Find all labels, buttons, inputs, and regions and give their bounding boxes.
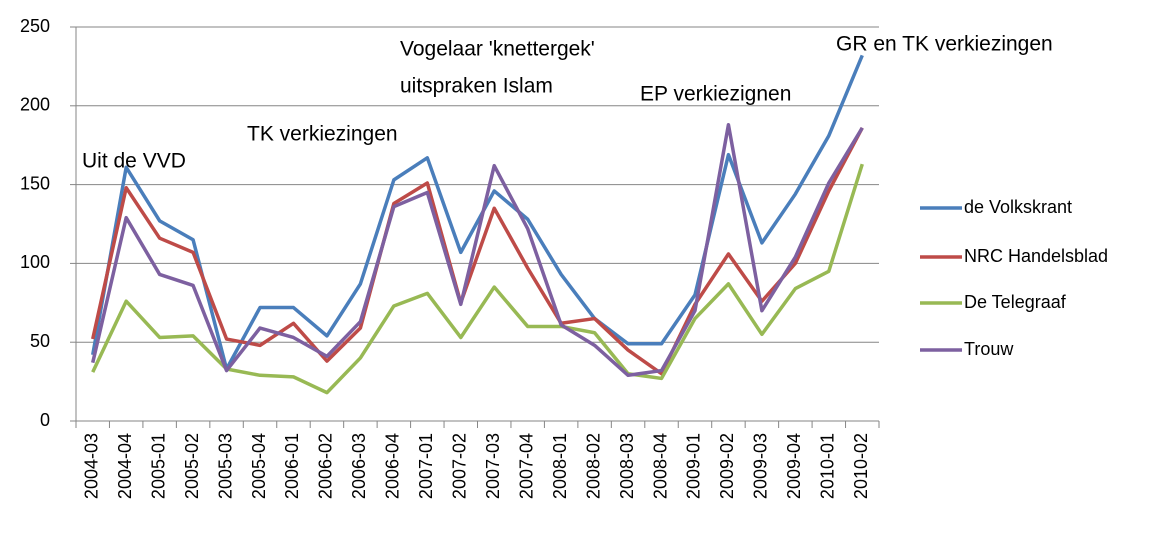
legend-label: NRC Handelsblad xyxy=(964,246,1108,266)
x-tick-label: 2008-04 xyxy=(650,433,670,499)
x-tick-label: 2005-02 xyxy=(182,433,202,499)
annotation: uitspraken Islam xyxy=(400,75,553,98)
y-tick-label: 0 xyxy=(40,410,50,430)
y-tick-label: 150 xyxy=(20,173,50,193)
annotation: GR en TK verkiezingen xyxy=(836,33,1053,56)
legend-label: Trouw xyxy=(964,339,1014,359)
series-line xyxy=(91,54,864,371)
x-tick-label: 2008-03 xyxy=(617,433,637,499)
annotation: EP verkiezignen xyxy=(640,83,791,106)
y-tick-label: 100 xyxy=(20,252,50,272)
legend-label: de Volkskrant xyxy=(964,197,1072,217)
x-tick-label: 2006-04 xyxy=(383,433,403,499)
x-tick-label: 2009-01 xyxy=(684,433,704,499)
series-line xyxy=(91,127,864,376)
x-tick-label: 2007-03 xyxy=(483,433,503,499)
x-tick-label: 2004-04 xyxy=(115,433,135,499)
x-tick-label: 2010-01 xyxy=(818,433,838,499)
y-tick-label: 50 xyxy=(30,331,50,351)
x-tick-label: 2005-03 xyxy=(215,433,235,499)
series-line xyxy=(91,122,864,378)
y-tick-label: 200 xyxy=(20,95,50,115)
x-tick-label: 2008-02 xyxy=(583,433,603,499)
series-line xyxy=(91,163,864,395)
legend-label: De Telegraaf xyxy=(964,292,1067,312)
x-tick-label: 2006-02 xyxy=(316,433,336,499)
x-tick-label: 2009-03 xyxy=(751,433,771,499)
x-tick-label: 2007-01 xyxy=(416,433,436,499)
x-tick-label: 2009-02 xyxy=(717,433,737,499)
y-tick-label: 250 xyxy=(20,16,50,36)
x-tick-label: 2008-01 xyxy=(550,433,570,499)
x-tick-label: 2005-01 xyxy=(148,433,168,499)
x-tick-label: 2005-04 xyxy=(249,433,269,499)
x-tick-label: 2006-01 xyxy=(282,433,302,499)
x-tick-label: 2006-03 xyxy=(349,433,369,499)
x-tick-label: 2010-02 xyxy=(851,433,871,499)
annotation: Uit de VVD xyxy=(82,150,186,173)
x-tick-label: 2007-04 xyxy=(516,433,536,499)
x-tick-label: 2007-02 xyxy=(450,433,470,499)
annotation: TK verkiezingen xyxy=(247,123,398,146)
annotation: Vogelaar 'knettergek' xyxy=(400,38,595,61)
x-tick-label: 2004-03 xyxy=(81,433,101,499)
x-tick-label: 2009-04 xyxy=(784,433,804,499)
